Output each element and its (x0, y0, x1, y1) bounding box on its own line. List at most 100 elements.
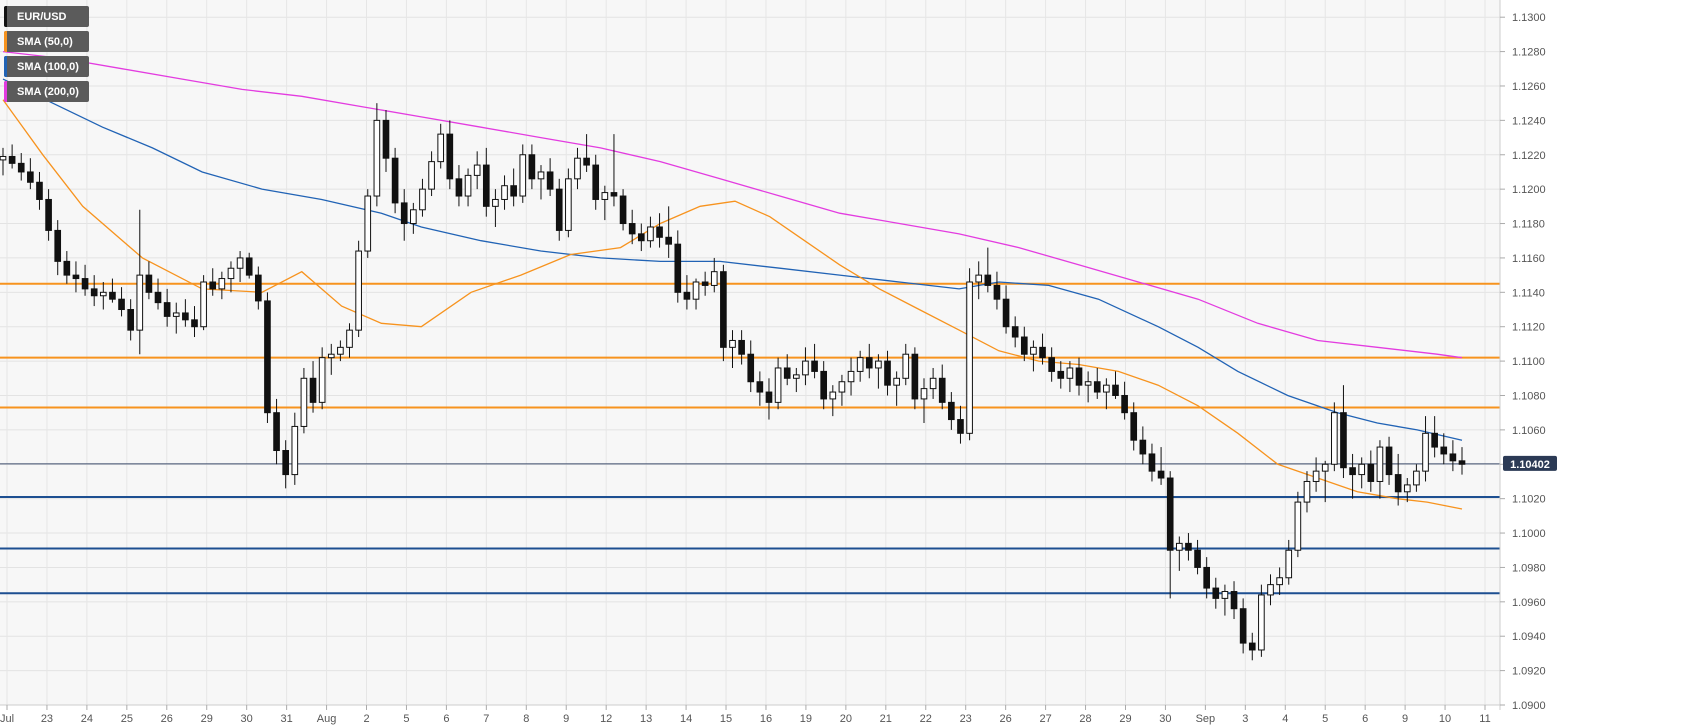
candle-body-up (1084, 381, 1092, 386)
x-tick-label: Sep (1196, 713, 1216, 725)
candle-body-down (820, 370, 828, 400)
x-tick-label: 31 (280, 713, 292, 725)
grid (0, 0, 1500, 706)
candle-body-down (1203, 566, 1211, 589)
candle-body-down (81, 278, 89, 290)
candle-body-down (482, 164, 490, 207)
candle-body-up (318, 357, 326, 403)
x-tick-label: 29 (201, 713, 213, 725)
y-tick-label: 1.1080 (1512, 390, 1546, 402)
candle-body-up (327, 353, 335, 359)
candle-body-down (400, 202, 408, 225)
x-tick-label: 24 (81, 713, 93, 725)
candle-body-up (1103, 384, 1110, 393)
candle-body-up (966, 281, 973, 434)
candle-body-up (227, 267, 235, 280)
candle-body-down (264, 300, 271, 414)
candle-body-up (501, 185, 508, 200)
candle-body-down (993, 284, 1001, 300)
candle-body-down (510, 185, 517, 197)
current-price-tag-bg (1503, 455, 1557, 471)
candle-body-up (473, 164, 481, 176)
candle-body-down (1212, 587, 1220, 599)
candle-body-down (72, 274, 80, 280)
candle-body-down (1048, 357, 1055, 372)
candle-body-up (492, 198, 499, 207)
chart-legend: EUR/USD SMA (50,0) SMA (100,0) SMA (200,… (4, 6, 89, 106)
candle-body-up (300, 377, 308, 427)
legend-item-sma100[interactable]: SMA (100,0) (4, 56, 89, 77)
candle-body-down (254, 274, 262, 302)
candle-body-up (856, 357, 864, 372)
legend-swatch-eurusd (4, 6, 7, 27)
candle-body-down (391, 157, 399, 204)
candle-body-down (1039, 346, 1046, 359)
candle-body-up (601, 192, 609, 200)
candle-body-down (747, 353, 755, 383)
legend-item-eurusd[interactable]: EUR/USD (4, 6, 89, 27)
x-axis-ticks: Jul 23 24 25 26 29 30 31 Aug 2 5 6 7 8 9 12 13 14 15 16 19 20… (0, 705, 1491, 725)
candle-body-up (410, 209, 417, 225)
candle-body-up (929, 377, 937, 390)
candle-body-down (1239, 608, 1247, 644)
candle-body-up (1258, 594, 1265, 651)
candle-body-down (1385, 446, 1393, 476)
candle-body-up (875, 360, 882, 369)
candle-body-down (191, 319, 198, 328)
candle-body-down (154, 291, 162, 304)
candle-body-down (1130, 412, 1138, 441)
x-tick-label: 27 (1039, 713, 1051, 725)
candle-body-up (692, 281, 700, 300)
candle-body-up (829, 391, 837, 400)
y-tick-label: 1.1060 (1512, 425, 1546, 437)
y-tick-label: 1.1160 (1512, 253, 1545, 265)
candle-body-down (546, 171, 554, 190)
legend-item-sma50[interactable]: SMA (50,0) (4, 31, 89, 52)
candle-body-down (628, 223, 636, 235)
x-tick-label: 23 (41, 713, 53, 725)
candle-body-down (17, 162, 25, 173)
candle-body-up (99, 291, 107, 297)
candle-body-down (948, 401, 955, 421)
candle-body-down (1394, 474, 1402, 493)
y-tick-label: 1.0940 (1512, 631, 1546, 643)
candle-body-down (637, 233, 645, 242)
x-tick-label: 5 (403, 713, 409, 725)
candle-body-up (428, 161, 435, 190)
x-tick-label: 30 (1159, 713, 1171, 725)
plot-background (0, 0, 1500, 705)
candle-body-down (984, 274, 992, 286)
candle-body-down (1185, 542, 1192, 551)
candle-body-down (1449, 453, 1457, 462)
candle-body-down (1002, 298, 1010, 328)
candle-body-up (1422, 432, 1429, 472)
candle-body-down (911, 353, 919, 400)
current-price-label: 1.10402 (1510, 459, 1550, 471)
candle-body-up (464, 174, 472, 197)
candle-body-down (674, 243, 682, 293)
candle-body-down (1075, 367, 1083, 386)
candle-body-down (1248, 642, 1256, 651)
candle-body-up (1221, 591, 1229, 599)
candle-body-down (63, 260, 71, 276)
candle-body-up (364, 195, 372, 252)
candle-body-down (245, 257, 253, 276)
x-tick-label: 19 (800, 713, 812, 725)
candle-body-up (337, 346, 344, 355)
candle-body-down (738, 339, 745, 355)
candle-body-up (373, 119, 381, 197)
candle-body-up (565, 178, 572, 231)
candle-body-down (182, 312, 189, 321)
candle-body-up (847, 370, 855, 383)
candle-body-up (200, 281, 207, 328)
y-tick-label: 1.0920 (1512, 666, 1546, 678)
x-tick-label: 21 (880, 713, 892, 725)
candle-body-up (437, 133, 445, 163)
x-tick-label: 22 (920, 713, 932, 725)
candle-body-up (1358, 463, 1366, 476)
candle-body-down (683, 291, 691, 300)
x-tick-label: 15 (720, 713, 732, 725)
candle-body-down (555, 188, 563, 231)
legend-item-sma200[interactable]: SMA (200,0) (4, 81, 89, 102)
